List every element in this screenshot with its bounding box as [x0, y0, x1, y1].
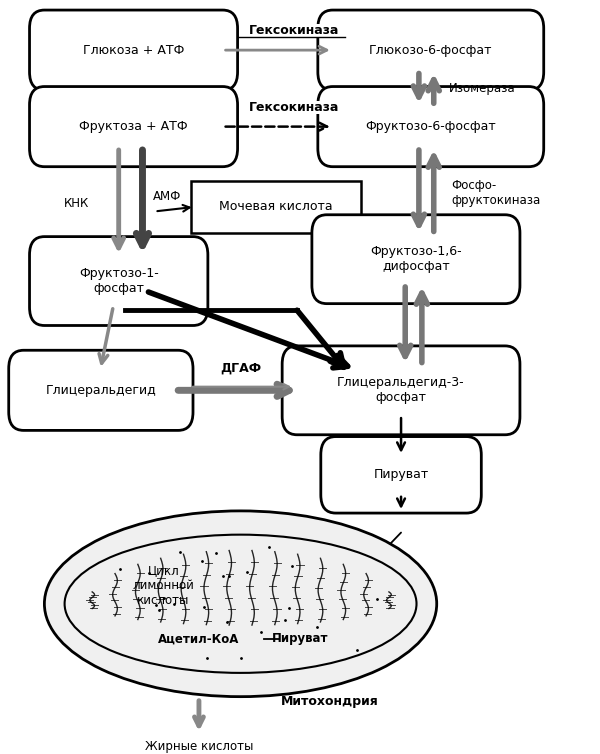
FancyBboxPatch shape [282, 346, 520, 435]
Text: КНК: КНК [64, 198, 89, 210]
Text: Пируват: Пируват [373, 468, 428, 481]
FancyBboxPatch shape [318, 10, 544, 90]
FancyBboxPatch shape [29, 10, 238, 90]
Text: Гексокиназа: Гексокиназа [249, 24, 339, 37]
FancyBboxPatch shape [29, 87, 238, 167]
Text: ДГАФ: ДГАФ [220, 361, 261, 374]
FancyBboxPatch shape [191, 181, 361, 233]
Text: Митохондрия: Митохондрия [281, 695, 379, 708]
Text: АМФ: АМФ [152, 190, 181, 203]
Text: Цикл
лимонной
кислоты: Цикл лимонной кислоты [133, 564, 194, 607]
Text: Фруктозо-1-
фосфат: Фруктозо-1- фосфат [79, 267, 158, 295]
Text: Фруктозо-1,6-
дифосфат: Фруктозо-1,6- дифосфат [370, 245, 462, 273]
FancyBboxPatch shape [321, 437, 481, 513]
Text: Глицеральдегид-3-
фосфат: Глицеральдегид-3- фосфат [337, 376, 465, 404]
FancyBboxPatch shape [9, 351, 193, 431]
Ellipse shape [44, 511, 437, 697]
Text: Глюкозо-6-фосфат: Глюкозо-6-фосфат [369, 44, 493, 57]
Text: Жирные кислоты: Жирные кислоты [145, 740, 253, 753]
Text: Мочевая кислота: Мочевая кислота [220, 201, 333, 213]
FancyBboxPatch shape [318, 87, 544, 167]
Text: Гексокиназа: Гексокиназа [249, 100, 339, 114]
Text: Ацетил-КоА: Ацетил-КоА [158, 633, 239, 645]
Text: Глюкоза + АТФ: Глюкоза + АТФ [83, 44, 184, 57]
Text: Пируват: Пируват [272, 633, 328, 645]
FancyBboxPatch shape [29, 237, 208, 326]
Text: Фосфо-
фруктокиназа: Фосфо- фруктокиназа [452, 179, 541, 207]
FancyBboxPatch shape [312, 215, 520, 304]
Text: Глицеральдегид: Глицеральдегид [46, 384, 156, 397]
Text: Фруктоза + АТФ: Фруктоза + АТФ [79, 120, 188, 133]
Text: Изомераза: Изомераза [449, 82, 515, 95]
Text: Фруктозо-6-фосфат: Фруктозо-6-фосфат [365, 120, 496, 133]
